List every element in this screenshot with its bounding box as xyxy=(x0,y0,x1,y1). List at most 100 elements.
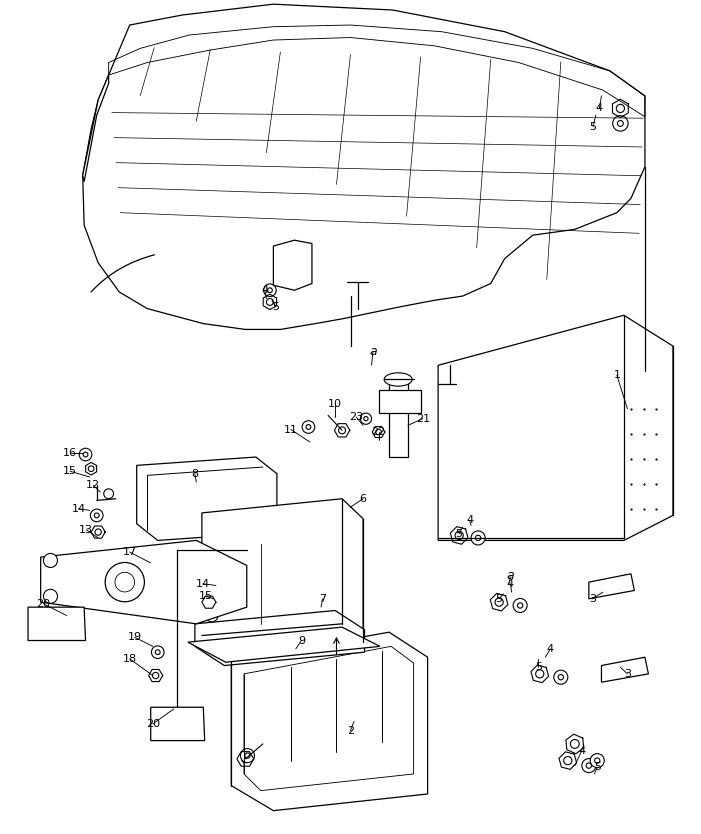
Polygon shape xyxy=(151,707,205,741)
Text: 4: 4 xyxy=(507,579,514,589)
Polygon shape xyxy=(379,390,421,413)
Circle shape xyxy=(266,299,273,305)
Text: 21: 21 xyxy=(416,414,430,424)
Circle shape xyxy=(360,413,372,425)
Circle shape xyxy=(618,120,623,127)
Circle shape xyxy=(554,671,568,684)
Circle shape xyxy=(471,531,485,545)
Polygon shape xyxy=(202,499,363,655)
Text: 4: 4 xyxy=(261,285,268,295)
Polygon shape xyxy=(83,4,645,329)
Text: 4: 4 xyxy=(578,746,585,756)
Text: 8: 8 xyxy=(191,469,198,479)
Circle shape xyxy=(513,599,527,612)
Circle shape xyxy=(594,758,600,763)
Circle shape xyxy=(95,529,102,535)
Circle shape xyxy=(571,740,579,748)
Polygon shape xyxy=(438,315,673,540)
Circle shape xyxy=(586,763,592,768)
Polygon shape xyxy=(195,610,365,666)
Text: 23: 23 xyxy=(349,412,363,422)
Text: 5: 5 xyxy=(456,529,463,539)
Text: 11: 11 xyxy=(284,425,298,435)
Polygon shape xyxy=(273,240,312,290)
Circle shape xyxy=(582,759,596,772)
Circle shape xyxy=(302,420,315,434)
Text: 1: 1 xyxy=(613,370,620,380)
Circle shape xyxy=(43,554,57,567)
Text: 3: 3 xyxy=(589,594,596,604)
Text: a: a xyxy=(507,569,514,582)
Text: 12: 12 xyxy=(86,480,100,490)
Circle shape xyxy=(205,609,218,622)
Text: 20: 20 xyxy=(146,719,160,729)
Text: 3: 3 xyxy=(624,669,631,679)
Circle shape xyxy=(558,675,564,680)
Text: 15: 15 xyxy=(198,591,212,601)
Polygon shape xyxy=(601,657,648,682)
Circle shape xyxy=(245,753,250,758)
Text: 10: 10 xyxy=(328,399,342,409)
Text: 16: 16 xyxy=(63,448,77,458)
Polygon shape xyxy=(83,75,109,182)
Circle shape xyxy=(590,754,604,767)
Circle shape xyxy=(536,670,544,678)
Text: 6: 6 xyxy=(360,494,367,504)
Circle shape xyxy=(306,425,311,430)
Circle shape xyxy=(95,513,99,518)
Text: 7: 7 xyxy=(319,594,326,604)
Text: 17: 17 xyxy=(123,547,137,557)
Circle shape xyxy=(105,562,144,602)
Circle shape xyxy=(104,489,114,499)
Circle shape xyxy=(564,756,572,765)
Circle shape xyxy=(90,509,103,522)
Text: 15: 15 xyxy=(63,466,77,476)
Circle shape xyxy=(517,603,523,608)
Circle shape xyxy=(210,613,214,618)
Polygon shape xyxy=(41,540,247,624)
Text: 5: 5 xyxy=(594,762,601,772)
Text: 22: 22 xyxy=(372,427,386,437)
Polygon shape xyxy=(188,627,380,662)
Circle shape xyxy=(240,749,254,762)
Text: 5: 5 xyxy=(535,662,542,672)
Circle shape xyxy=(43,590,57,603)
Text: 9: 9 xyxy=(298,636,305,646)
Text: 2: 2 xyxy=(347,726,354,736)
Circle shape xyxy=(156,650,160,655)
Polygon shape xyxy=(137,457,277,540)
Polygon shape xyxy=(231,632,428,811)
Text: 14: 14 xyxy=(72,504,86,514)
Text: 4: 4 xyxy=(547,644,554,654)
Text: a: a xyxy=(369,345,376,359)
Circle shape xyxy=(79,448,92,461)
Circle shape xyxy=(616,104,625,113)
Circle shape xyxy=(364,416,368,421)
Text: 18: 18 xyxy=(123,654,137,664)
Text: 4: 4 xyxy=(596,103,603,113)
Circle shape xyxy=(88,466,94,471)
Circle shape xyxy=(475,535,481,540)
Circle shape xyxy=(455,531,463,540)
Circle shape xyxy=(264,284,276,297)
Text: 5: 5 xyxy=(272,302,279,312)
Circle shape xyxy=(206,599,212,605)
Circle shape xyxy=(153,672,159,679)
Text: 19: 19 xyxy=(128,632,142,642)
Text: 13: 13 xyxy=(79,525,93,535)
Polygon shape xyxy=(389,379,408,457)
Circle shape xyxy=(83,452,88,457)
Polygon shape xyxy=(28,607,86,641)
Text: 4: 4 xyxy=(466,515,473,525)
Circle shape xyxy=(613,116,628,131)
Circle shape xyxy=(151,646,164,659)
Circle shape xyxy=(115,572,135,592)
Polygon shape xyxy=(589,574,634,599)
Circle shape xyxy=(376,430,381,435)
Circle shape xyxy=(495,598,503,606)
Circle shape xyxy=(242,755,249,763)
Ellipse shape xyxy=(384,373,412,386)
Text: 14: 14 xyxy=(196,579,210,589)
Text: 5: 5 xyxy=(496,594,503,604)
Text: 5: 5 xyxy=(590,122,597,132)
